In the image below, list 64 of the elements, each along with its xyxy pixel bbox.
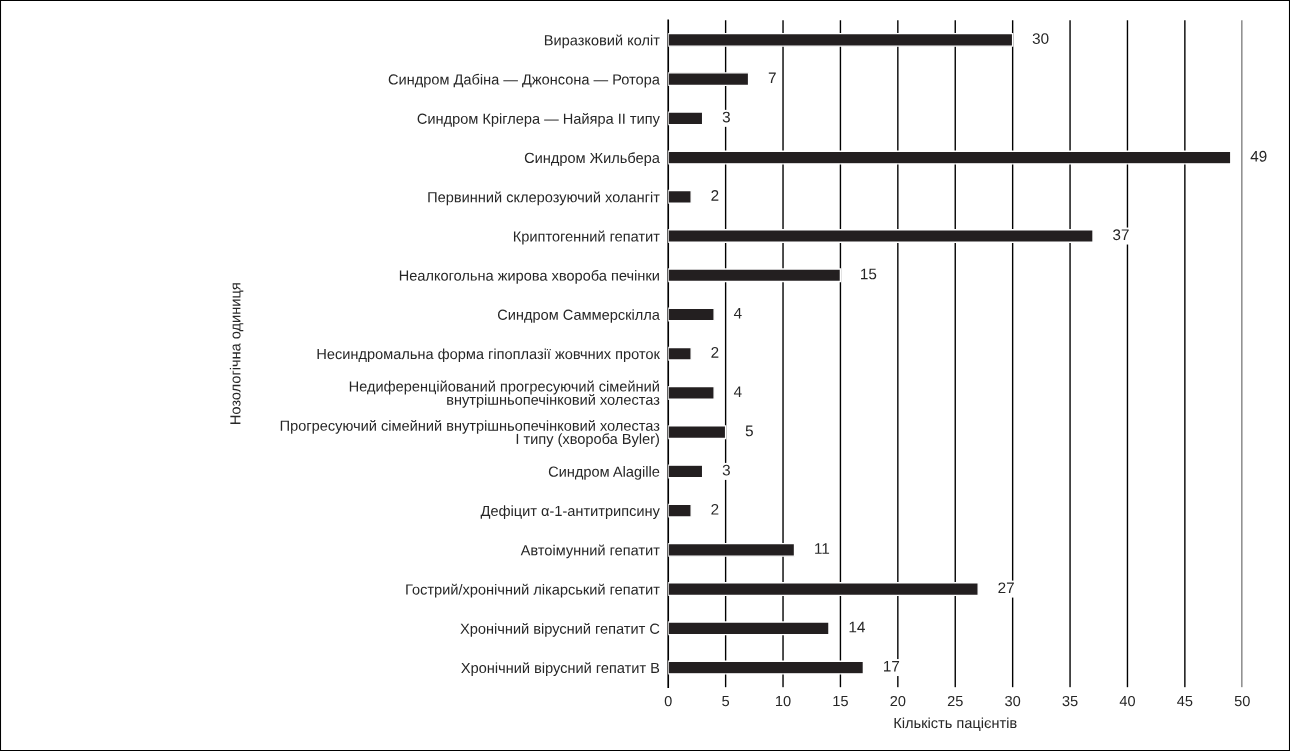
bar: [668, 32, 1014, 47]
x-tick-label: 25: [947, 695, 963, 707]
bar: [668, 464, 704, 479]
bar: [668, 268, 842, 283]
bar: [668, 346, 692, 361]
y-tick-label: Виразковий коліт: [544, 34, 660, 49]
y-tick-label: Несиндромальна форма гіпоплазії жовчних проток: [317, 348, 660, 363]
bar: [668, 660, 865, 675]
y-axis-title: Нозологічна одиниця: [229, 283, 244, 424]
bar: [668, 621, 830, 636]
y-tick-label: Синдром Alagille: [548, 466, 660, 480]
bar: [668, 307, 715, 322]
y-tick-label: Синдром Дабіна — Джонсона — Ротора: [388, 73, 660, 88]
y-tick-label: Синдром Кріглера — Найяра ІІ типу: [417, 112, 660, 127]
data-label: 3: [722, 111, 730, 123]
data-label: 27: [998, 582, 1014, 594]
data-label: 2: [711, 347, 719, 358]
bar: [668, 425, 727, 440]
y-tick-label: Синдром Саммерскілла: [497, 309, 660, 323]
y-tick-label: Синдром Жильбера: [524, 152, 660, 166]
x-axis-title: Кількість пацієнтів: [894, 717, 1017, 731]
y-tick-label: Дефіцит α-1-антитрипсину: [480, 505, 660, 519]
x-tick-label: 30: [1005, 695, 1021, 707]
y-tick-label: Первинний склерозуючий холангіт: [428, 191, 660, 206]
bar: [668, 189, 692, 204]
bar: [668, 385, 715, 400]
x-tick-label: 35: [1062, 695, 1078, 707]
bar: [668, 582, 979, 597]
y-tick-label: Гострий/хронічний лікарський гепатит: [406, 583, 660, 598]
bar: [668, 229, 1094, 244]
bar: [668, 111, 704, 126]
data-label: 30: [1032, 33, 1049, 44]
data-label: 11: [815, 543, 830, 554]
y-tick-label: Недиференційований прогресуючий сімейний внутрішньопечінковий холестаз: [349, 380, 660, 408]
bar: [668, 150, 1232, 165]
bar: [668, 542, 796, 557]
x-tick-label: 15: [833, 696, 848, 707]
x-tick-label: 45: [1177, 696, 1193, 707]
x-tick-label: 20: [890, 695, 906, 707]
data-label: 7: [768, 72, 776, 84]
y-tick-label: Автоімунний гепатит: [520, 544, 660, 559]
data-label: 17: [884, 660, 900, 672]
data-label: 49: [1250, 150, 1267, 162]
data-label: 2: [711, 190, 719, 201]
x-tick-label: 0: [664, 695, 672, 707]
bar: [668, 72, 750, 87]
data-label: 4: [733, 386, 742, 397]
y-tick-label: Прогресуючий сімейний внутрішньопечінковий холестаз І типу (хвороба Byler): [280, 419, 660, 447]
x-tick-label: 40: [1119, 695, 1135, 707]
data-label: 4: [733, 307, 742, 319]
data-label: 2: [711, 503, 719, 515]
y-tick-label: Неалкогольна жирова хвороба печінки: [399, 269, 659, 284]
data-label: 5: [745, 425, 753, 437]
x-tick-label: 50: [1234, 695, 1250, 707]
data-label: 37: [1113, 229, 1129, 241]
y-tick-label: Криптогенний гепатит: [513, 230, 660, 245]
data-label: 15: [861, 268, 877, 280]
bar: [668, 503, 692, 518]
y-tick-label: Хронічний вірусний гепатит С: [460, 622, 660, 637]
data-label: 3: [722, 464, 730, 476]
data-label: 14: [849, 621, 865, 633]
y-tick-label: Хронічний вірусний гепатит В: [461, 662, 660, 676]
x-tick-label: 10: [776, 695, 791, 707]
x-tick-label: 5: [722, 696, 730, 707]
